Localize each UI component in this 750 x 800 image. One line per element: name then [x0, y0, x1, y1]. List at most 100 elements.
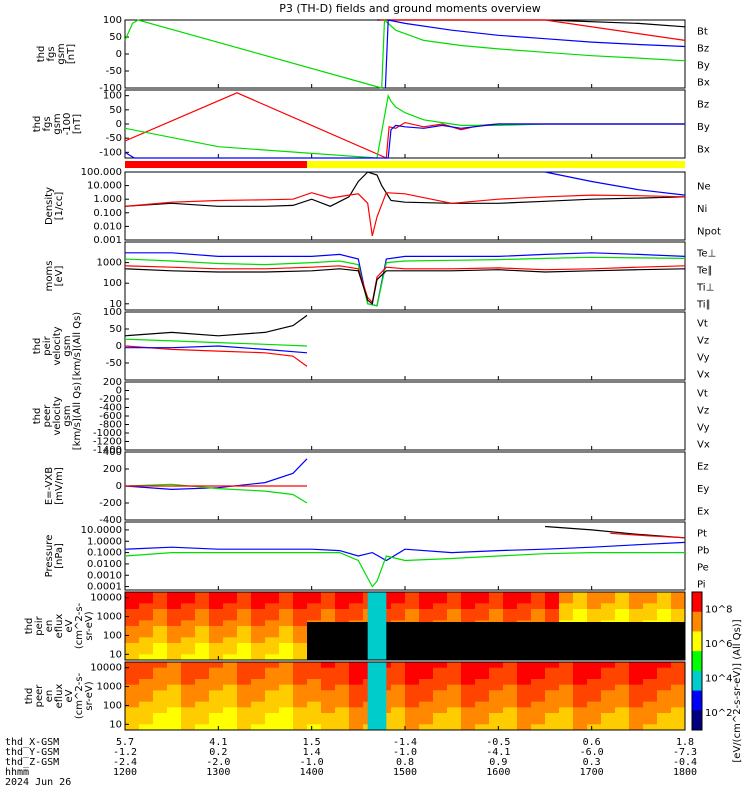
spectrogram-cell	[643, 724, 658, 731]
spectrogram-cell	[517, 614, 532, 621]
spectrogram-cell	[545, 679, 560, 686]
spectrogram-cell	[181, 654, 196, 661]
y-tick-label: 0	[116, 386, 122, 397]
spectrogram-cell	[181, 707, 196, 714]
spectrogram-cell	[615, 667, 630, 674]
spectrogram-cell	[139, 679, 154, 686]
spectrogram-cell	[559, 713, 574, 720]
spectrogram-cell	[181, 673, 196, 680]
spectrogram-cell	[419, 718, 434, 725]
y-axis-label-line: Pressure	[44, 535, 55, 578]
spectrogram-cell	[265, 690, 280, 697]
spectrogram-cell	[321, 701, 336, 708]
spectrogram-cell	[335, 662, 350, 669]
spectrogram-cell	[503, 696, 518, 703]
spectrogram-cell	[237, 684, 252, 691]
spectrogram-cell	[195, 620, 210, 627]
spectrogram-cell	[321, 597, 336, 604]
spectrogram-cell	[335, 696, 350, 703]
spectrogram-cell	[293, 648, 308, 655]
ephemeris-label: hhmm	[5, 767, 29, 778]
spectrogram-cell	[531, 718, 546, 725]
spectrogram-cell	[195, 673, 210, 680]
spectrogram-cell	[405, 603, 420, 610]
spectrogram-cell	[461, 614, 476, 621]
spectrogram-cell	[629, 679, 644, 686]
spectrogram-cell	[615, 684, 630, 691]
spectrogram-cell	[629, 609, 644, 616]
spectrogram-cell	[153, 631, 168, 638]
y-tick-label: 0.100	[93, 208, 122, 219]
spectrogram-cell	[279, 654, 294, 661]
spectrogram-cell	[251, 684, 266, 691]
spectrogram-cell	[391, 592, 406, 599]
spectrogram-cell	[447, 690, 462, 697]
legend-entry: Pi	[697, 580, 706, 591]
spectrogram-cell	[531, 679, 546, 686]
spectrogram-cell	[419, 609, 434, 616]
spectrogram-cell	[195, 684, 210, 691]
legend-entry: Vt	[697, 389, 708, 400]
spectrogram-cell	[181, 713, 196, 720]
spectrogram-cell	[307, 592, 322, 599]
spectrogram-cell	[265, 614, 280, 621]
spectrogram-cell	[153, 684, 168, 691]
ephemeris-value: -1.2	[113, 747, 137, 758]
series-Te∥	[124, 268, 686, 305]
spectrogram-cell	[181, 667, 196, 674]
spectrogram-cell	[405, 690, 420, 697]
spectrogram-cell	[629, 684, 644, 691]
spectrogram-cell	[251, 614, 266, 621]
spectrogram-cell	[573, 614, 588, 621]
spectrogram-cell	[517, 673, 532, 680]
ephemeris-value: 0.3	[583, 757, 601, 768]
spectrogram-cell	[335, 597, 350, 604]
spectrogram-cell	[223, 667, 238, 674]
spectrogram-cell	[265, 667, 280, 674]
y-tick-label: 10	[109, 719, 122, 730]
spectrogram-cell	[545, 667, 560, 674]
spectrogram-cell	[237, 597, 252, 604]
spectrogram-cell	[615, 713, 630, 720]
spectrogram-cell	[293, 718, 308, 725]
spectrogram-cell	[629, 690, 644, 697]
spectrogram-cell	[587, 603, 602, 610]
spectrogram-cell	[153, 603, 168, 610]
spectrogram-cell	[209, 718, 224, 725]
spectrogram-cell	[223, 643, 238, 650]
spectrogram-cell	[279, 673, 294, 680]
spectrogram-cell	[307, 667, 322, 674]
spectrogram-cell	[405, 718, 420, 725]
spectrogram-cell	[503, 667, 518, 674]
spectrogram-cell	[433, 707, 448, 714]
spectrogram-cell	[139, 713, 154, 720]
spectrogram-cell	[489, 724, 504, 731]
spectrogram-cell	[237, 609, 252, 616]
spectrogram-cell	[321, 713, 336, 720]
spectrogram-cell	[167, 684, 182, 691]
spectrogram-cell	[209, 662, 224, 669]
spectrogram-cell	[671, 662, 686, 669]
spectrogram-cell	[601, 701, 616, 708]
spectrogram-cell	[475, 701, 490, 708]
y-tick-label: -50	[106, 133, 122, 144]
ephemeris-value: -4.1	[486, 747, 510, 758]
spectrogram-cell	[531, 667, 546, 674]
spectrogram-cell	[209, 713, 224, 720]
spectrogram-cell	[531, 724, 546, 731]
spectrogram-cell	[195, 667, 210, 674]
spectrogram-cell	[419, 707, 434, 714]
y-axis-label-line: eflux	[54, 614, 65, 639]
spectrogram-cell	[321, 592, 336, 599]
spectrogram-cell	[545, 718, 560, 725]
spectrogram-cell	[265, 603, 280, 610]
spectrogram-cell	[279, 620, 294, 627]
spectrogram-cell	[265, 707, 280, 714]
spectrogram-cell	[503, 679, 518, 686]
spectrogram-cell	[251, 654, 266, 661]
spectrogram-cell	[643, 662, 658, 669]
legend-entry: Ti∥	[696, 300, 711, 311]
spectrogram-cell	[237, 707, 252, 714]
spectrogram-cell	[433, 724, 448, 731]
spectrogram-cell	[279, 648, 294, 655]
